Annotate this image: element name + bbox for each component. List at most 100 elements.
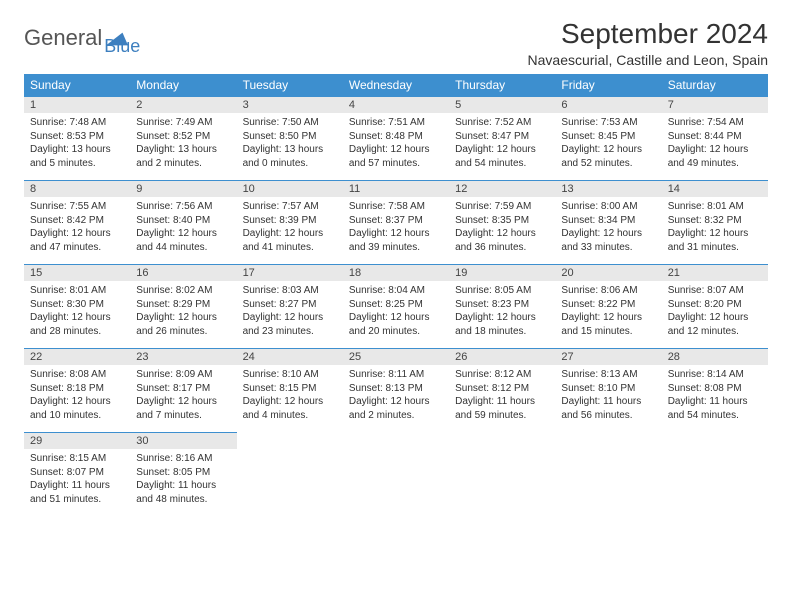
day-cell: Sunrise: 8:12 AMSunset: 8:12 PMDaylight:… xyxy=(449,365,555,433)
day-cell: Sunrise: 8:03 AMSunset: 8:27 PMDaylight:… xyxy=(237,281,343,349)
day-of-week-header: Friday xyxy=(555,74,661,97)
sunrise-line: Sunrise: 8:04 AM xyxy=(349,284,443,298)
day-number: 21 xyxy=(662,265,768,282)
brand-sub: Blue xyxy=(104,36,140,57)
sunrise-line: Sunrise: 8:01 AM xyxy=(30,284,124,298)
sunset-line: Sunset: 8:18 PM xyxy=(30,382,124,396)
daylight-line: Daylight: 12 hours and 23 minutes. xyxy=(243,311,337,338)
sunrise-line: Sunrise: 7:55 AM xyxy=(30,200,124,214)
daylight-line: Daylight: 11 hours and 56 minutes. xyxy=(561,395,655,422)
sunset-line: Sunset: 8:35 PM xyxy=(455,214,549,228)
day-cell: Sunrise: 7:53 AMSunset: 8:45 PMDaylight:… xyxy=(555,113,661,181)
sunset-line: Sunset: 8:25 PM xyxy=(349,298,443,312)
day-number: 7 xyxy=(662,97,768,114)
sunset-line: Sunset: 8:53 PM xyxy=(30,130,124,144)
day-cell: Sunrise: 7:49 AMSunset: 8:52 PMDaylight:… xyxy=(130,113,236,181)
sunrise-line: Sunrise: 7:49 AM xyxy=(136,116,230,130)
daylight-line: Daylight: 13 hours and 2 minutes. xyxy=(136,143,230,170)
day-of-week-header: Saturday xyxy=(662,74,768,97)
sunset-line: Sunset: 8:50 PM xyxy=(243,130,337,144)
sunset-line: Sunset: 8:48 PM xyxy=(349,130,443,144)
sunrise-line: Sunrise: 8:02 AM xyxy=(136,284,230,298)
week-day-numbers: 891011121314 xyxy=(24,181,768,198)
day-of-week-header: Sunday xyxy=(24,74,130,97)
sunrise-line: Sunrise: 8:05 AM xyxy=(455,284,549,298)
daylight-line: Daylight: 12 hours and 49 minutes. xyxy=(668,143,762,170)
empty-cell xyxy=(449,449,555,516)
day-number: 19 xyxy=(449,265,555,282)
sunrise-line: Sunrise: 8:07 AM xyxy=(668,284,762,298)
title-block: September 2024 Navaescurial, Castille an… xyxy=(528,18,768,68)
day-cell: Sunrise: 8:14 AMSunset: 8:08 PMDaylight:… xyxy=(662,365,768,433)
day-number: 3 xyxy=(237,97,343,114)
day-number: 17 xyxy=(237,265,343,282)
day-cell: Sunrise: 7:52 AMSunset: 8:47 PMDaylight:… xyxy=(449,113,555,181)
day-number: 4 xyxy=(343,97,449,114)
sunset-line: Sunset: 8:42 PM xyxy=(30,214,124,228)
empty-cell xyxy=(662,449,768,516)
day-number: 5 xyxy=(449,97,555,114)
day-number: 20 xyxy=(555,265,661,282)
daylight-line: Daylight: 12 hours and 57 minutes. xyxy=(349,143,443,170)
day-cell: Sunrise: 8:15 AMSunset: 8:07 PMDaylight:… xyxy=(24,449,130,516)
header: General Blue September 2024 Navaescurial… xyxy=(24,18,768,68)
sunset-line: Sunset: 8:40 PM xyxy=(136,214,230,228)
day-number: 30 xyxy=(130,433,236,450)
sunset-line: Sunset: 8:07 PM xyxy=(30,466,124,480)
daylight-line: Daylight: 12 hours and 15 minutes. xyxy=(561,311,655,338)
sunrise-line: Sunrise: 7:48 AM xyxy=(30,116,124,130)
sunset-line: Sunset: 8:27 PM xyxy=(243,298,337,312)
day-number: 23 xyxy=(130,349,236,366)
daylight-line: Daylight: 12 hours and 31 minutes. xyxy=(668,227,762,254)
sunset-line: Sunset: 8:47 PM xyxy=(455,130,549,144)
day-cell: Sunrise: 7:54 AMSunset: 8:44 PMDaylight:… xyxy=(662,113,768,181)
calendar-page: General Blue September 2024 Navaescurial… xyxy=(0,0,792,534)
week-day-numbers: 22232425262728 xyxy=(24,349,768,366)
month-title: September 2024 xyxy=(528,18,768,50)
empty-cell xyxy=(555,449,661,516)
daylight-line: Daylight: 13 hours and 0 minutes. xyxy=(243,143,337,170)
day-cell: Sunrise: 7:50 AMSunset: 8:50 PMDaylight:… xyxy=(237,113,343,181)
sunrise-line: Sunrise: 7:51 AM xyxy=(349,116,443,130)
sunrise-line: Sunrise: 8:08 AM xyxy=(30,368,124,382)
sunrise-line: Sunrise: 7:53 AM xyxy=(561,116,655,130)
brand-main: General xyxy=(24,25,102,51)
empty-cell xyxy=(343,449,449,516)
daylight-line: Daylight: 12 hours and 47 minutes. xyxy=(30,227,124,254)
week-day-bodies: Sunrise: 8:01 AMSunset: 8:30 PM Daylight:… xyxy=(24,281,768,349)
day-cell: Sunrise: 8:01 AMSunset: 8:32 PMDaylight:… xyxy=(662,197,768,265)
sunset-line: Sunset: 8:22 PM xyxy=(561,298,655,312)
day-cell: Sunrise: 7:57 AMSunset: 8:39 PMDaylight:… xyxy=(237,197,343,265)
daylight-line: Daylight: 12 hours and 33 minutes. xyxy=(561,227,655,254)
sunset-line: Sunset: 8:17 PM xyxy=(136,382,230,396)
sunrise-line: Sunrise: 8:11 AM xyxy=(349,368,443,382)
sunrise-line: Sunrise: 8:01 AM xyxy=(668,200,762,214)
sunset-line: Sunset: 8:15 PM xyxy=(243,382,337,396)
day-cell: Sunrise: 7:59 AMSunset: 8:35 PMDaylight:… xyxy=(449,197,555,265)
sunset-line: Sunset: 8:34 PM xyxy=(561,214,655,228)
sunset-line: Sunset: 8:13 PM xyxy=(349,382,443,396)
day-number: 12 xyxy=(449,181,555,198)
sunset-line: Sunset: 8:12 PM xyxy=(455,382,549,396)
sunset-line: Sunset: 8:45 PM xyxy=(561,130,655,144)
daylight-line: Daylight: 12 hours and 7 minutes. xyxy=(136,395,230,422)
day-of-week-header: Tuesday xyxy=(237,74,343,97)
sunset-line: Sunset: 8:52 PM xyxy=(136,130,230,144)
sunrise-line: Sunrise: 8:06 AM xyxy=(561,284,655,298)
daylight-line: Daylight: 12 hours and 12 minutes. xyxy=(668,311,762,338)
day-number: 16 xyxy=(130,265,236,282)
sunrise-line: Sunrise: 7:50 AM xyxy=(243,116,337,130)
sunset-line: Sunset: 8:23 PM xyxy=(455,298,549,312)
sunrise-line: Sunrise: 7:57 AM xyxy=(243,200,337,214)
day-of-week-header: Monday xyxy=(130,74,236,97)
daylight-line: Daylight: 12 hours and 36 minutes. xyxy=(455,227,549,254)
week-day-numbers: 1234567 xyxy=(24,97,768,114)
day-number: 2 xyxy=(130,97,236,114)
sunset-line: Sunset: 8:29 PM xyxy=(136,298,230,312)
day-number: 29 xyxy=(24,433,130,450)
sunset-line: Sunset: 8:30 PM xyxy=(30,298,124,312)
sunrise-line: Sunrise: 7:59 AM xyxy=(455,200,549,214)
day-cell: Sunrise: 8:06 AMSunset: 8:22 PMDaylight:… xyxy=(555,281,661,349)
day-cell: Sunrise: 8:08 AMSunset: 8:18 PMDaylight:… xyxy=(24,365,130,433)
day-number: 8 xyxy=(24,181,130,198)
